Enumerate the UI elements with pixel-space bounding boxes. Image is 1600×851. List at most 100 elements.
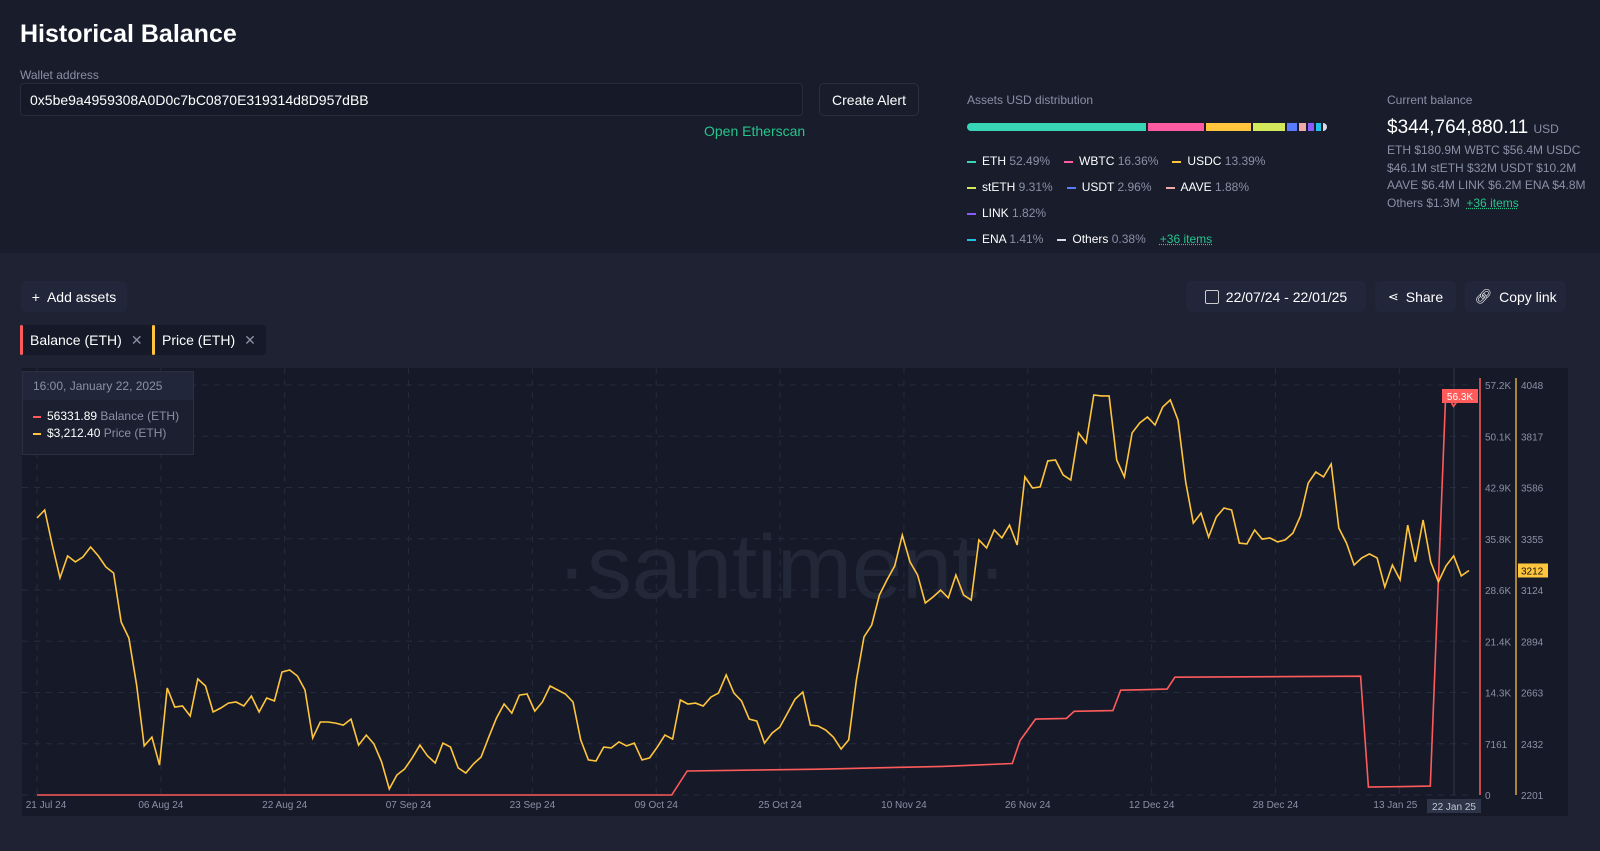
distribution-segment-usdt (1287, 123, 1298, 131)
crosshair-date-label: 22 Jan 25 (1432, 802, 1476, 813)
chart-svg: ·santiment·21 Jul 24 06 Aug 24 22 Aug 24 07… (22, 368, 1548, 813)
add-assets-button[interactable]: + Add assets (21, 281, 127, 312)
price-tick-label: 2663 (1521, 689, 1544, 700)
price-tick-label: 3817 (1521, 432, 1544, 443)
balance-tick-label: 28.6K (1485, 586, 1511, 597)
date-range-button[interactable]: 22/07/24 - 22/01/25 (1186, 281, 1366, 312)
price-tick-label: 2201 (1521, 791, 1544, 802)
distribution-segment-others (1322, 123, 1328, 131)
chip-balance[interactable]: Balance (ETH) ✕ (20, 325, 153, 355)
wallet-address-input[interactable]: 0x5be9a4959308A0D0c7bC0870E319314d8D957d… (20, 83, 803, 116)
price-tick-label: 3355 (1521, 535, 1544, 546)
legend-item-steth: stETH 9.31% (967, 174, 1053, 200)
copy-link-label: Copy link (1499, 288, 1557, 305)
x-tick-label: 28 Dec 24 (1253, 800, 1299, 811)
current-balance-value: $344,764,880.11 (1387, 117, 1529, 138)
share-button[interactable]: ⋖ Share (1375, 281, 1456, 312)
price-tick-label: 2432 (1521, 740, 1544, 751)
x-tick-label: 06 Aug 24 (138, 800, 183, 811)
balance-current-badge (1442, 389, 1478, 403)
price-tick-label: 3124 (1521, 586, 1544, 597)
crosshair-date-box (1427, 799, 1481, 813)
tooltip-label: Price (ETH) (103, 426, 167, 440)
legend-item-eth: ETH 52.49% (967, 148, 1050, 174)
balance-tick-label: 35.8K (1485, 535, 1511, 546)
price-line (36, 394, 1470, 792)
balance-line (37, 389, 1470, 796)
balance-tick-label: 7161 (1485, 740, 1508, 751)
chip-label: Price (ETH) (162, 332, 236, 348)
distribution-segment-link (1307, 123, 1314, 131)
tooltip-time: 16:00, January 22, 2025 (23, 372, 193, 400)
x-tick-label: 22 Aug 24 (262, 800, 307, 811)
current-balance-title: Current balance (1387, 93, 1473, 107)
tooltip-value: $3,212.40 (47, 426, 101, 440)
balance-tick-label: 50.1K (1485, 432, 1511, 443)
close-icon[interactable]: ✕ (244, 332, 256, 348)
legend-item-usdt: USDT 2.96% (1066, 174, 1152, 200)
x-tick-label: 26 Nov 24 (1005, 800, 1051, 811)
legend-item-usdc: USDC 13.39% (1172, 148, 1265, 174)
tooltip-row-price: $3,212.40 Price (ETH) (23, 425, 193, 442)
legend-item-link: LINK 1.82% (967, 200, 1046, 226)
tooltip-value: 56331.89 (47, 409, 98, 423)
x-tick-label: 21 Jul 24 (26, 800, 67, 811)
x-tick-label: 13 Jan 25 (1373, 800, 1417, 811)
current-balance-unit: USD (1533, 122, 1559, 136)
share-icon: ⋖ (1387, 288, 1399, 304)
distribution-legend: ETH 52.49% WBTC 16.36% USDC 13.39% stETH 9.… (967, 148, 1347, 252)
create-alert-button[interactable]: Create Alert (819, 83, 919, 116)
balance-tick-label: 14.3K (1485, 689, 1511, 700)
price-tick-label: 2894 (1521, 637, 1544, 648)
tooltip-label: Balance (ETH) (100, 409, 180, 423)
watermark: ·santiment· (557, 518, 1007, 618)
open-etherscan-link[interactable]: Open Etherscan (704, 123, 806, 139)
header-panel (0, 0, 1600, 253)
more-items-link[interactable]: +36 items (1466, 195, 1519, 210)
chip-price[interactable]: Price (ETH) ✕ (152, 325, 266, 355)
link-icon: 🔗︎ (1474, 288, 1493, 304)
close-icon[interactable]: ✕ (130, 332, 143, 348)
balance-current-label: 56.3K (1447, 392, 1473, 403)
current-balance-details: ETH $180.9M WBTC $56.4M USDC $46.1M stET… (1387, 143, 1586, 210)
chip-label: Balance (ETH) (30, 332, 122, 348)
price-tick-label: 3586 (1521, 484, 1544, 495)
x-tick-label: 23 Sep 24 (510, 800, 556, 811)
balance-tick-label: 42.9K (1485, 484, 1511, 495)
legend-item-aave: AAVE 1.88% (1165, 174, 1249, 200)
price-tick-label: 4048 (1521, 381, 1544, 392)
legend-item-others: Others 0.38% (1057, 226, 1146, 252)
x-tick-label: 25 Oct 24 (758, 800, 802, 811)
distribution-bar (967, 123, 1328, 131)
copy-link-button[interactable]: 🔗︎ Copy link (1465, 281, 1566, 312)
x-tick-label: 07 Sep 24 (386, 800, 432, 811)
date-range-label: 22/07/24 - 22/01/25 (1225, 288, 1348, 305)
distribution-segment-steth (1253, 123, 1286, 131)
legend-item-wbtc: WBTC 16.36% (1064, 148, 1158, 174)
distribution-segment-aave (1299, 123, 1306, 131)
balance-tick-label: 57.2K (1485, 381, 1511, 392)
x-tick-label: 12 Dec 24 (1129, 800, 1175, 811)
x-tick-label: 09 Oct 24 (635, 800, 679, 811)
wallet-label: Wallet address (20, 68, 99, 82)
distribution-segment-wbtc (1147, 123, 1204, 131)
price-current-badge (1518, 563, 1548, 578)
balance-tick-label: 0 (1485, 791, 1491, 802)
chart-area[interactable]: ·santiment· 21 Jul 24 06 Aug 24 22 Aug 24 07… (22, 368, 1568, 816)
current-balance: Current balance $344,764,880.11 USD ETH … (1387, 93, 1587, 212)
add-assets-label: Add assets (46, 288, 117, 305)
distribution-title: Assets USD distribution (967, 93, 1094, 107)
tooltip-row-balance: 56331.89 Balance (ETH) (23, 408, 193, 425)
calendar-icon (1204, 289, 1219, 304)
chart-tooltip: 16:00, January 22, 2025 56331.89 Balance… (22, 371, 194, 455)
distribution-segment-ena (1315, 123, 1321, 131)
plus-icon: + (31, 288, 40, 305)
x-tick-label: 10 Nov 24 (881, 800, 927, 811)
legend-item-ena: ENA 1.41% (967, 226, 1043, 252)
more-items-link[interactable]: +36 items (1159, 232, 1213, 246)
balance-tick-label: 21.4K (1485, 637, 1511, 648)
share-label: Share (1405, 288, 1444, 305)
distribution-segment-eth (967, 123, 1146, 131)
price-current-label: 3212 (1521, 566, 1544, 577)
page-title: Historical Balance (20, 20, 237, 48)
